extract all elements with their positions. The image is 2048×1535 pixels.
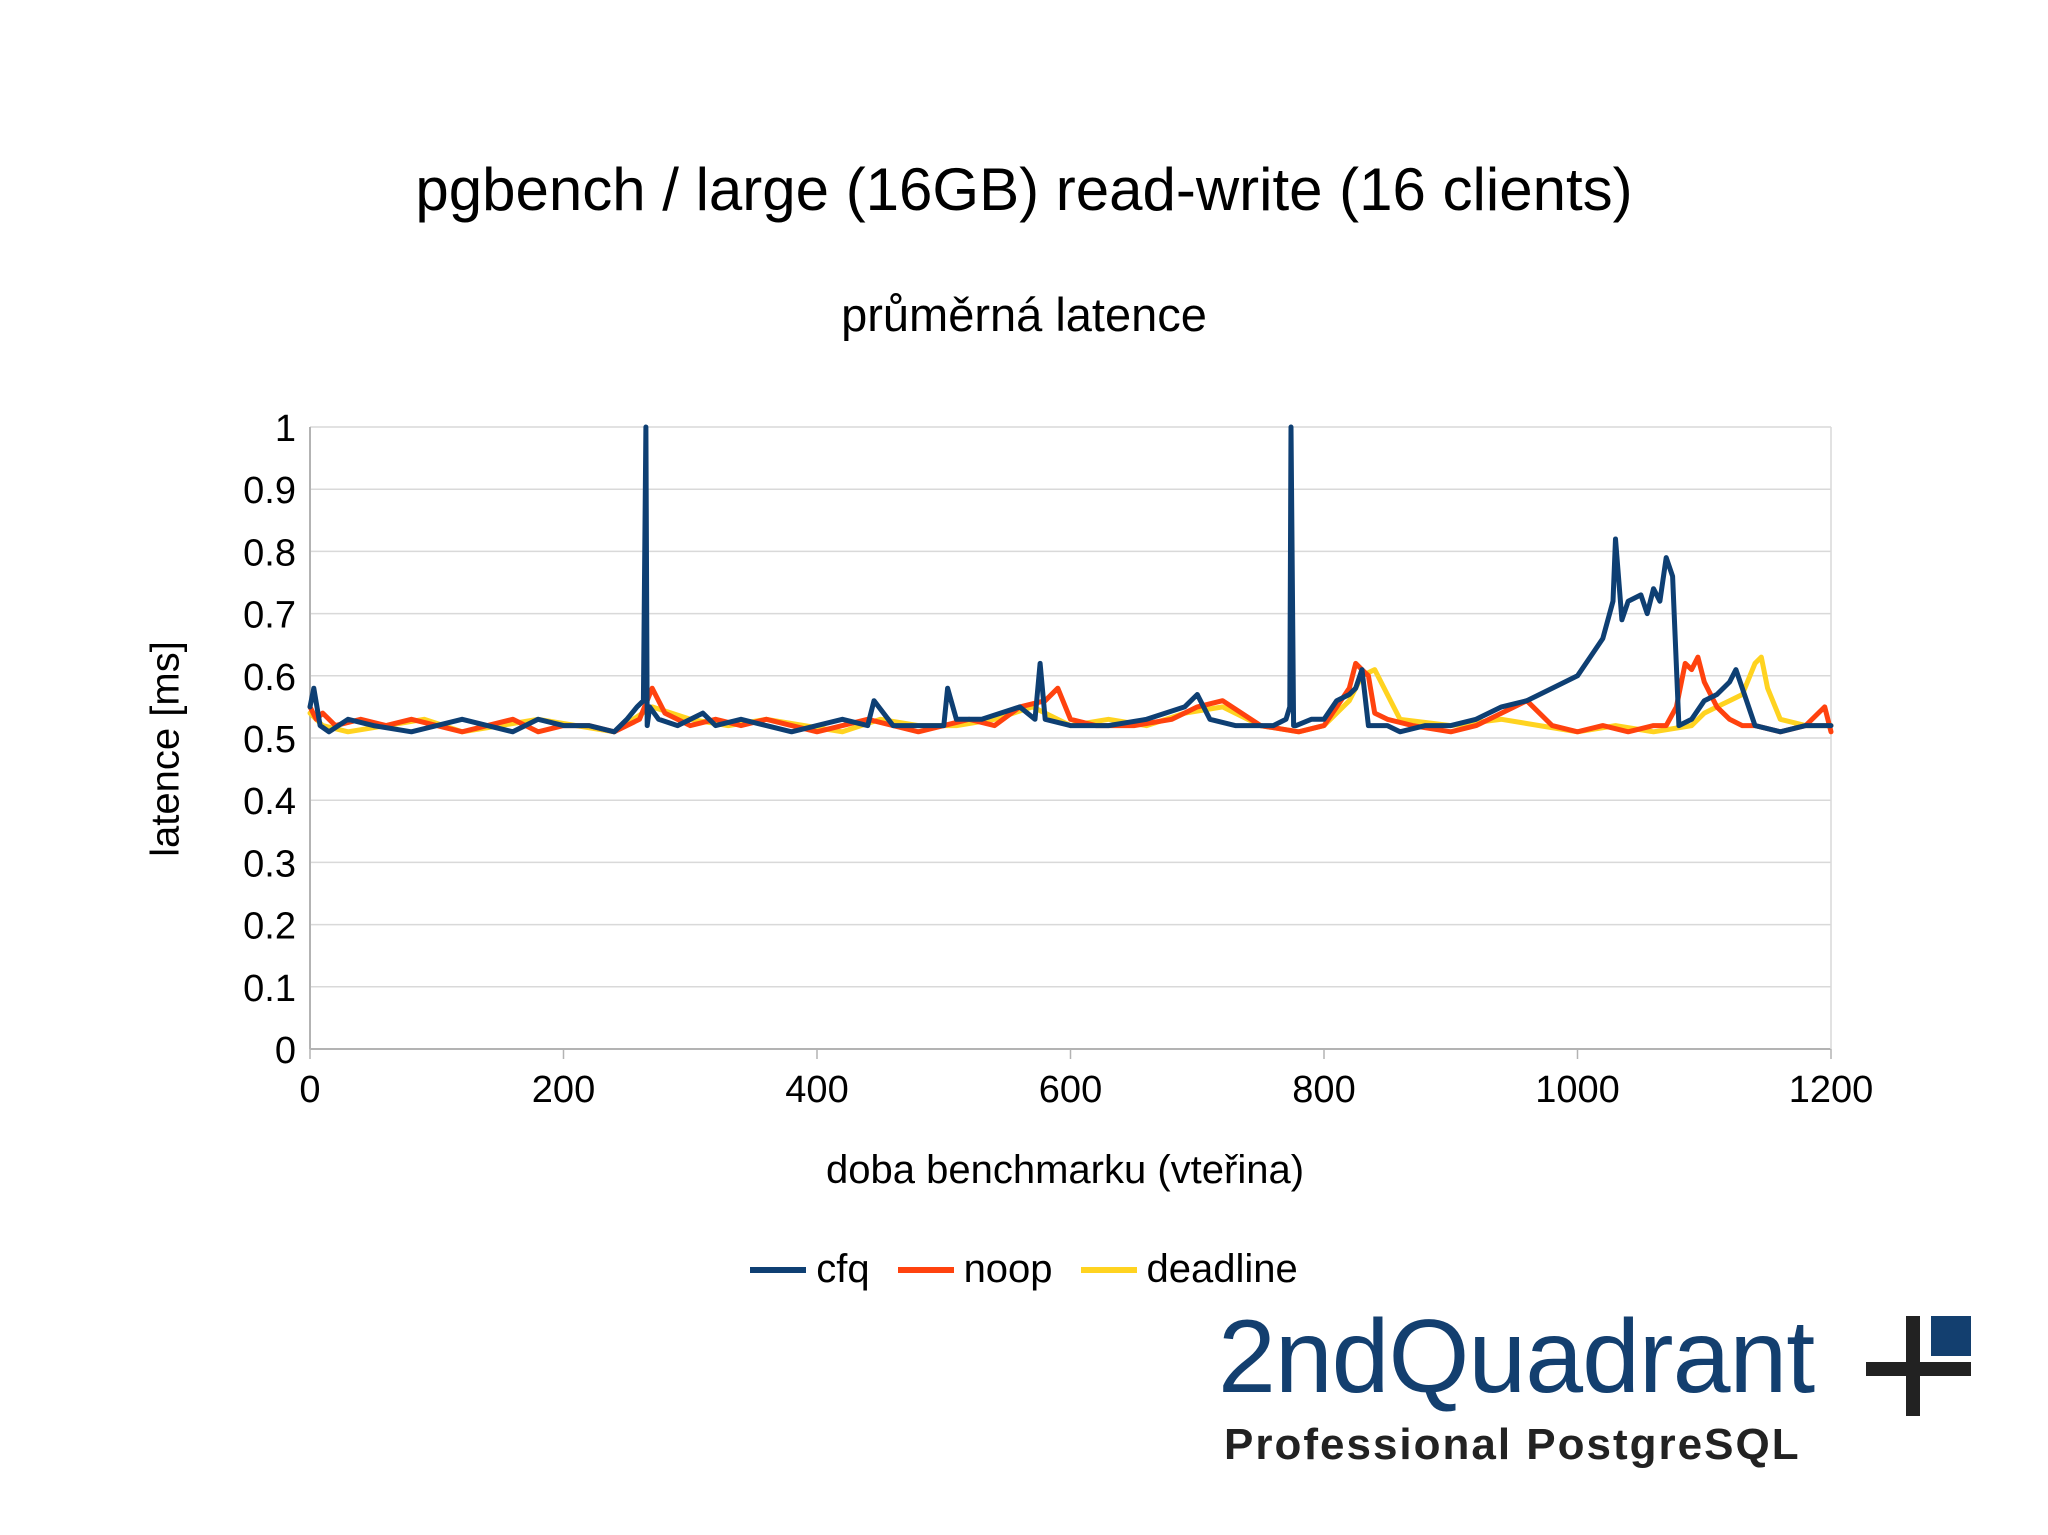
logo-tagline: Professional PostgreSQL	[1224, 1420, 1801, 1469]
y-tick-label: 0.3	[243, 843, 296, 885]
y-tick-label: 0	[275, 1030, 296, 1072]
y-axis-label: latence [ms]	[143, 641, 188, 857]
y-tick-label: 0.4	[243, 781, 296, 823]
x-tick-label: 600	[1039, 1069, 1102, 1111]
y-tick-label: 0.1	[243, 968, 296, 1010]
x-tick-label: 1000	[1535, 1069, 1620, 1111]
y-tick-label: 0.8	[243, 532, 296, 574]
x-tick-label: 800	[1292, 1069, 1355, 1111]
chart-subtitle: průměrná latence	[841, 288, 1207, 341]
plus-mark-icon	[1866, 1316, 1971, 1416]
logo-name: 2ndQuadrant	[1218, 1299, 1815, 1415]
x-tick-label: 0	[299, 1069, 320, 1111]
legend-label: noop	[963, 1247, 1053, 1291]
x-tick-label: 200	[532, 1069, 595, 1111]
legend-item-noop: noop	[897, 1247, 1053, 1292]
y-tick-label: 0.7	[243, 595, 296, 637]
legend: cfq noop deadline	[0, 1247, 2048, 1292]
legend-label: cfq	[816, 1247, 870, 1291]
tick-labels: 0 0.1 0.2 0.3 0.4 0.5 0.6 0.7 0.8 0.9 1 0 200 400 600 8…	[243, 408, 1873, 1111]
x-tick-label: 1200	[1789, 1069, 1874, 1111]
y-tick-label: 0.9	[243, 470, 296, 512]
legend-swatch	[750, 1266, 807, 1273]
y-tick-label: 1	[275, 408, 296, 450]
legend-label: deadline	[1146, 1247, 1298, 1291]
series-line-cfq	[307, 424, 1834, 735]
axes	[309, 427, 1832, 1059]
x-tick-label: 400	[785, 1069, 848, 1111]
x-axis-label: doba benchmarku (vteřina)	[825, 1148, 1305, 1192]
y-tick-label: 0.5	[243, 719, 296, 761]
legend-item-deadline: deadline	[1080, 1247, 1298, 1292]
series-lines	[307, 424, 1834, 735]
chart-title: pgbench / large (16GB) read-write (16 cl…	[415, 156, 1633, 223]
y-tick-label: 0.6	[243, 657, 296, 699]
legend-swatch	[897, 1266, 954, 1273]
legend-swatch	[1080, 1266, 1137, 1273]
gridlines	[310, 426, 1831, 1050]
legend-item-cfq: cfq	[750, 1247, 870, 1292]
y-tick-label: 0.2	[243, 906, 296, 948]
company-logo: 2ndQuadrant Professional PostgreSQL	[1218, 1299, 1978, 1475]
